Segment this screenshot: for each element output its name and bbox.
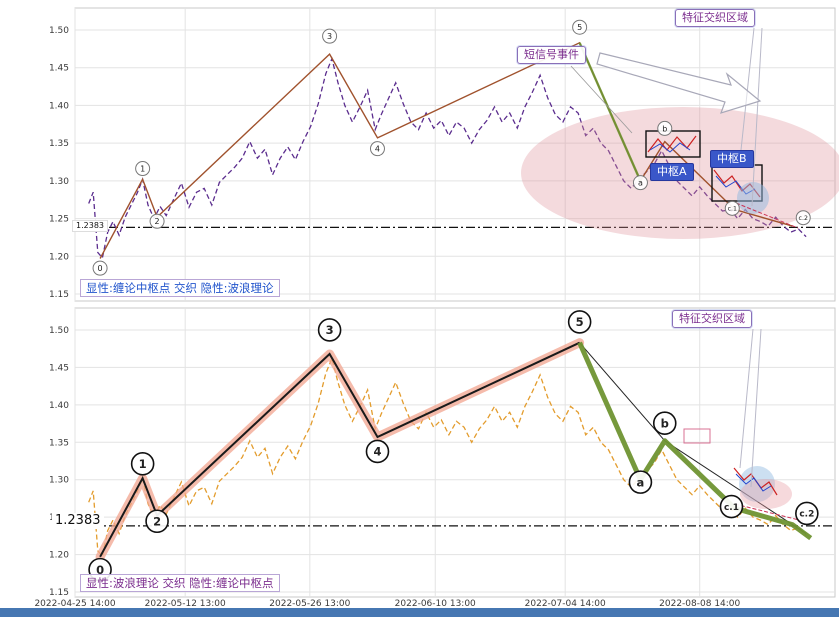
pivot-b-label: 中枢B [710, 150, 754, 168]
trend-line-5-b [579, 342, 666, 442]
signal-leader-line [570, 65, 633, 134]
x-tick-label: 2022-07-04 14:00 [525, 599, 606, 609]
wave-marker-5 [567, 310, 592, 334]
feature-region-label-top: 特征交织区域 [675, 9, 755, 27]
pivot-a-label: 中枢A [650, 163, 694, 181]
pivot-rect-a [645, 130, 701, 158]
wave-marker-3 [322, 28, 338, 44]
feature-region-label-bottom: 特征交织区域 [672, 310, 752, 328]
y-tick-label: 1.40 [49, 101, 69, 111]
cluster-circle-top [737, 182, 769, 214]
leader-line-top-1 [740, 27, 755, 151]
wave-marker-label-4: 4 [375, 145, 380, 154]
wave-line-top [99, 41, 793, 259]
wave-marker-label-3: 3 [327, 32, 332, 41]
wave-marker-label-a: a [637, 475, 645, 489]
flow-arrow [596, 52, 762, 114]
wave-marker-label-b: b [661, 416, 669, 430]
wave-marker-label-c.2: c.2 [799, 215, 808, 222]
leader-line-top-2 [751, 27, 763, 207]
wave-marker-label-0: 0 [96, 563, 104, 577]
wave-marker-label-1: 1 [140, 164, 145, 173]
wave-marker-1 [135, 161, 151, 177]
wave-marker-c.2 [795, 210, 811, 226]
plot-area-bottom [74, 307, 836, 598]
wave-marker-c.1 [724, 200, 740, 216]
y-tick-label: 1.25 [49, 215, 69, 225]
wave-marker-a [632, 175, 648, 191]
mode-label-bottom: 显性:波浪理论 交织 隐性:缠论中枢点 [80, 574, 280, 593]
x-tick-label: 2022-04-25 14:00 [34, 599, 115, 609]
reference-price-label-bottom: 1.2383 [52, 513, 104, 530]
bottom-bar [0, 608, 839, 617]
wave-marker-label-a: a [638, 179, 643, 188]
y-tick-label: 1.50 [49, 326, 69, 336]
wave-marker-2 [145, 509, 169, 534]
wave-marker-2 [149, 213, 165, 229]
x-tick-label: 2022-08-08 14:00 [659, 599, 740, 609]
wave-marker-4 [369, 141, 385, 157]
y-tick-label: 1.30 [49, 476, 69, 486]
y-tick-label: 1.35 [49, 438, 69, 448]
y-tick-label: 1.20 [49, 551, 69, 561]
wave-marker-label-0: 0 [98, 264, 103, 273]
wave-marker-label-b: b [662, 124, 667, 133]
wave-marker-label-3: 3 [326, 323, 334, 337]
wave-marker-3 [317, 318, 342, 342]
x-tick-label: 2022-05-12 13:00 [145, 599, 226, 609]
wave-marker-label-c.1: c.1 [728, 206, 737, 213]
wave-marker-c.2 [795, 501, 819, 526]
y-tick-label: 1.15 [49, 290, 69, 300]
reference-price-label-top: 1.2383 [72, 220, 108, 232]
x-tick-label: 2022-05-26 13:00 [269, 599, 350, 609]
y-tick-label: 1.15 [49, 588, 69, 598]
wave-marker-4 [365, 439, 390, 464]
leader-line-bottom-2 [750, 328, 762, 488]
plot-area-top [74, 7, 836, 302]
wave-marker-a [628, 470, 653, 494]
wave-marker-label-5: 5 [577, 23, 582, 32]
wave-marker-b [652, 411, 677, 435]
wave-marker-label-4: 4 [373, 445, 381, 459]
mode-label-top: 显性:缠论中枢点 交织 隐性:波浪理论 [80, 279, 280, 298]
cluster-circle-bottom [739, 466, 775, 502]
short-signal-event-label: 短信号事件 [517, 46, 586, 64]
decline-line-bottom [577, 341, 813, 541]
zigzag-blue-a [649, 142, 691, 153]
zigzag-red-a [647, 135, 697, 153]
dashed-decline-top [735, 202, 799, 229]
wave-marker-label-c.1: c.1 [724, 503, 739, 513]
wave-marker-label-2: 2 [153, 514, 161, 528]
y-tick-label: 1.45 [49, 64, 69, 74]
wave-marker-label-2: 2 [155, 217, 160, 226]
wave-marker-5 [572, 19, 588, 35]
cluster-ellipse-bottom [740, 479, 792, 509]
y-tick-label: 1.20 [49, 252, 69, 262]
leader-line-bottom-1 [739, 328, 754, 469]
wave-line-bottom [99, 341, 581, 558]
trend-line-b-c2 [664, 440, 807, 535]
decline-segment-top [578, 42, 642, 182]
price-line-top [88, 56, 807, 260]
wave-marker-label-1: 1 [139, 457, 147, 471]
wave-marker-b [657, 120, 673, 136]
y-tick-label: 1.50 [49, 26, 69, 36]
wave-marker-c.1 [719, 494, 744, 519]
wave-marker-label-c.2: c.2 [799, 510, 814, 520]
wave-marker-label-5: 5 [576, 315, 584, 329]
wave-marker-1 [130, 452, 155, 476]
wave-marker-0 [92, 260, 108, 276]
y-tick-label: 1.30 [49, 177, 69, 187]
y-tick-label: 1.40 [49, 401, 69, 411]
y-tick-label: 1.35 [49, 139, 69, 149]
y-tick-label: 1.45 [49, 363, 69, 373]
zigzag-blue-bottom [735, 473, 772, 492]
x-tick-label: 2022-06-10 13:00 [395, 599, 476, 609]
pivot-box-b-bottom [683, 428, 711, 444]
